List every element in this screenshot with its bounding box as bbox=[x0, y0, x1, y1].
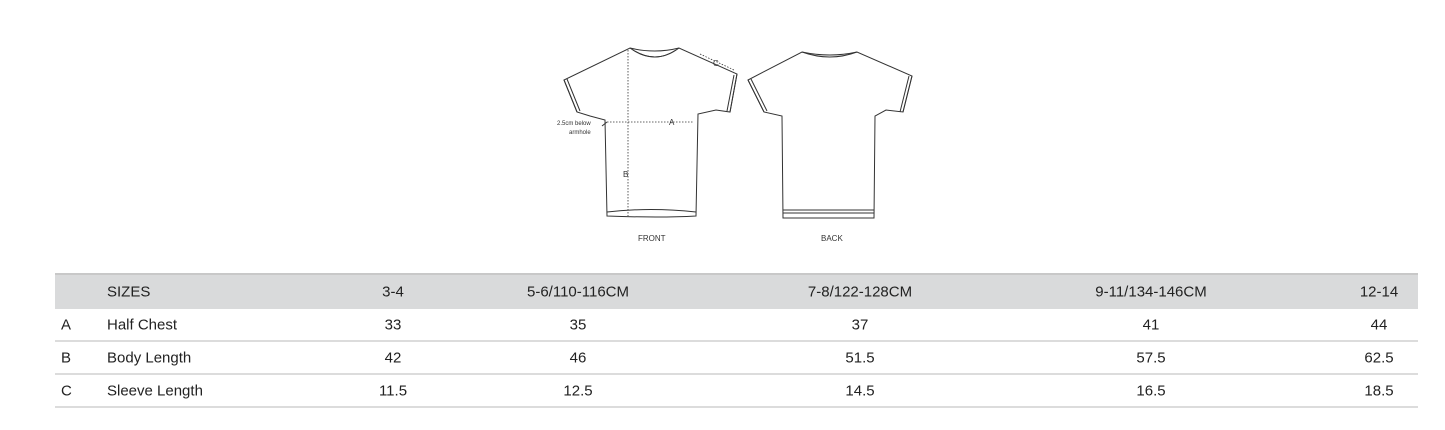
table-cell: 62.5 bbox=[1364, 349, 1394, 366]
table-header-row: SIZES 3-4 5-6/110-116CM 7-8/122-128CM 9-… bbox=[55, 273, 1418, 309]
marker-b: B bbox=[623, 170, 629, 179]
size-header: 7-8/122-128CM bbox=[807, 283, 913, 301]
table-cell: 46 bbox=[569, 349, 587, 366]
table-cell: 16.5 bbox=[1136, 382, 1166, 399]
marker-a: A bbox=[669, 118, 675, 127]
table-cell: 18.5 bbox=[1364, 382, 1394, 399]
size-chart-table: SIZES 3-4 5-6/110-116CM 7-8/122-128CM 9-… bbox=[55, 273, 1418, 408]
table-cell: 33 bbox=[384, 316, 402, 333]
table-cell: 51.5 bbox=[845, 349, 875, 366]
front-label: FRONT bbox=[638, 234, 666, 243]
row-label: Half Chest bbox=[107, 316, 178, 333]
sizes-header: SIZES bbox=[107, 283, 151, 301]
table-cell: 44 bbox=[1370, 316, 1388, 333]
table-row: C Sleeve Length 11.5 12.5 14.5 16.5 18.5 bbox=[55, 375, 1418, 408]
armhole-note-line1: 2.5cm below bbox=[557, 121, 591, 127]
size-header: 12-14 bbox=[1359, 283, 1399, 301]
row-key: A bbox=[61, 316, 72, 333]
row-label: Body Length bbox=[107, 349, 192, 366]
marker-c: C bbox=[713, 59, 719, 68]
tshirt-measurement-diagram: A B C 2.5cm below armhole FRONT BACK bbox=[550, 40, 930, 250]
front-tshirt-outline bbox=[563, 47, 738, 218]
table-cell: 35 bbox=[569, 316, 587, 333]
row-label: Sleeve Length bbox=[107, 382, 203, 399]
tshirt-illustration bbox=[563, 47, 913, 219]
row-key: B bbox=[61, 349, 72, 366]
table-cell: 42 bbox=[384, 349, 402, 366]
table-cell: 57.5 bbox=[1136, 349, 1166, 366]
size-header: 9-11/134-146CM bbox=[1095, 283, 1207, 301]
size-header: 5-6/110-116CM bbox=[527, 283, 629, 301]
back-tshirt-outline bbox=[747, 51, 913, 219]
back-label: BACK bbox=[821, 234, 843, 243]
table-cell: 11.5 bbox=[378, 382, 408, 399]
table-cell: 37 bbox=[851, 316, 869, 333]
table-cell: 14.5 bbox=[845, 382, 875, 399]
table-cell: 12.5 bbox=[563, 382, 593, 399]
armhole-note-line2: armhole bbox=[569, 130, 591, 136]
size-header: 3-4 bbox=[382, 283, 404, 301]
table-row: A Half Chest 33 35 37 41 44 bbox=[55, 309, 1418, 342]
table-row: B Body Length 42 46 51.5 57.5 62.5 bbox=[55, 342, 1418, 375]
row-key: C bbox=[61, 382, 72, 399]
table-cell: 41 bbox=[1142, 316, 1160, 333]
